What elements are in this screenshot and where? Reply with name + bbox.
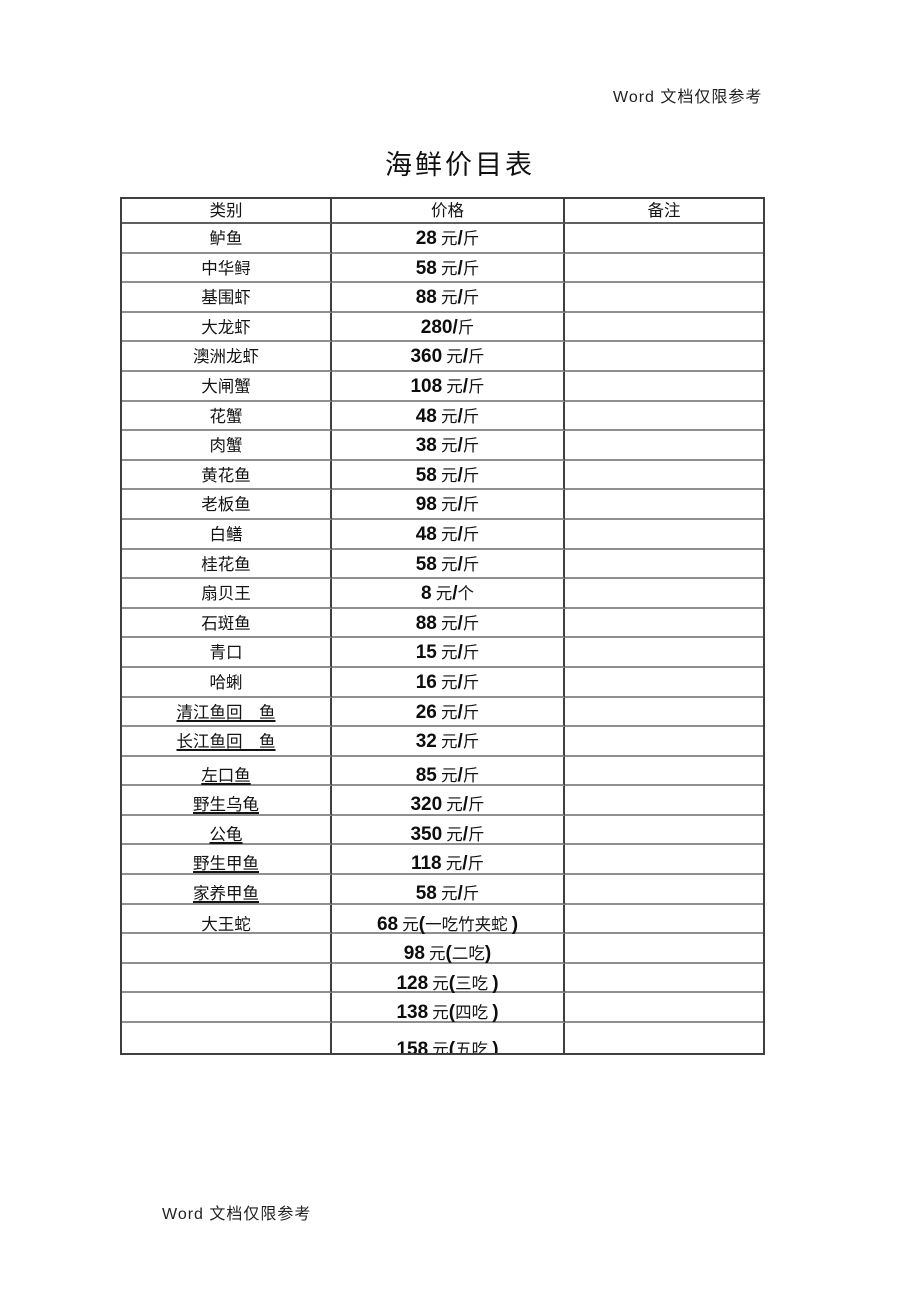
category-cell: [122, 1023, 332, 1053]
note-cell: [565, 698, 763, 728]
note-cell: [565, 579, 763, 609]
category-cell: 大龙虾: [122, 312, 332, 343]
price-cell: 48 元/斤: [332, 401, 565, 432]
note-cell: [565, 845, 763, 876]
category-cell: 家养甲鱼: [122, 875, 332, 905]
note-cell: [565, 609, 763, 639]
price-cell: 88 元/斤: [332, 283, 565, 313]
note-cell: [565, 757, 763, 787]
category-cell: 长江鱼回 鱼: [122, 727, 332, 757]
note-cell: [565, 875, 763, 905]
price-cell: 118 元/斤: [332, 845, 565, 876]
price-cell: 48 元/斤: [332, 519, 565, 550]
note-cell: [565, 490, 763, 520]
page-title: 海鲜价目表: [385, 150, 535, 180]
price-cell: 16 元/斤: [332, 667, 565, 698]
category-cell: 肉蟹: [122, 431, 332, 461]
note-cell: [565, 550, 763, 580]
price-cell: 360 元/斤: [332, 342, 565, 372]
note-cell: [565, 934, 763, 964]
price-cell: 58 元/斤: [332, 875, 565, 905]
price-cell: 85 元/斤: [332, 756, 565, 787]
category-cell: 黄花鱼: [122, 460, 332, 491]
note-cell: [565, 964, 763, 994]
price-cell: 158 元(五吃 ): [332, 1023, 565, 1053]
price-cell: 98 元(二吃): [332, 934, 565, 964]
category-cell: 公龟: [122, 815, 332, 846]
category-cell: 左口鱼: [122, 756, 332, 787]
watermark-top: Word 文档仅限参考: [613, 89, 763, 106]
category-cell: [122, 934, 332, 964]
price-cell: 38 元/斤: [332, 431, 565, 461]
note-cell: [565, 342, 763, 372]
note-cell: [565, 816, 763, 846]
price-cell: 88 元/斤: [332, 608, 565, 639]
note-cell: [565, 993, 763, 1024]
note-cell: [565, 461, 763, 491]
note-cell: [565, 905, 763, 935]
price-cell: 15 元/斤: [332, 638, 565, 668]
category-cell: [122, 963, 332, 994]
note-cell: [565, 1023, 763, 1053]
price-cell: 350 元/斤: [332, 815, 565, 846]
price-cell: 8 元/个: [332, 579, 565, 609]
price-cell: 58 元/斤: [332, 549, 565, 580]
header-cell-price: 价格: [332, 199, 565, 224]
price-cell: 98 元/斤: [332, 490, 565, 520]
price-cell: 128 元(三吃 ): [332, 963, 565, 994]
category-cell: 桂花鱼: [122, 549, 332, 580]
category-cell: 鲈鱼: [122, 224, 332, 254]
price-cell: 68 元(一吃竹夹蛇 ): [332, 904, 565, 935]
note-cell: [565, 520, 763, 550]
note-cell: [565, 786, 763, 816]
category-cell: 哈蜊: [122, 667, 332, 698]
category-cell: 中华鲟: [122, 253, 332, 284]
note-cell: [565, 402, 763, 432]
header-cell-category: 类别: [122, 199, 332, 224]
category-cell: 花蟹: [122, 401, 332, 432]
price-cell: 32 元/斤: [332, 727, 565, 757]
category-cell: 扇贝王: [122, 579, 332, 609]
header-cell-note: 备注: [565, 199, 763, 224]
price-cell: 108 元/斤: [332, 371, 565, 402]
category-cell: 大闸蟹: [122, 371, 332, 402]
price-table: 类别 价格 备注 鲈鱼 28 元/斤 中华鲟 58 元/斤 基围虾 88 元/斤…: [120, 197, 765, 1055]
category-cell: 澳洲龙虾: [122, 342, 332, 372]
note-cell: [565, 668, 763, 698]
note-cell: [565, 431, 763, 461]
note-cell: [565, 283, 763, 313]
price-cell: 28 元/斤: [332, 224, 565, 254]
price-cell: 280/斤: [332, 312, 565, 343]
category-cell: 石斑鱼: [122, 608, 332, 639]
note-cell: [565, 727, 763, 757]
category-cell: 青口: [122, 638, 332, 668]
price-cell: 26 元/斤: [332, 697, 565, 728]
category-cell: 野生乌龟: [122, 786, 332, 816]
note-cell: [565, 372, 763, 402]
category-cell: 白鳝: [122, 519, 332, 550]
category-cell: 野生甲鱼: [122, 845, 332, 876]
note-cell: [565, 254, 763, 284]
price-cell: 58 元/斤: [332, 460, 565, 491]
category-cell: 基围虾: [122, 283, 332, 313]
category-cell: 清江鱼回 鱼: [122, 697, 332, 728]
category-cell: 大王蛇: [122, 904, 332, 935]
note-cell: [565, 224, 763, 254]
category-cell: [122, 993, 332, 1024]
price-cell: 320 元/斤: [332, 786, 565, 816]
price-cell: 138 元(四吃 ): [332, 993, 565, 1023]
note-cell: [565, 638, 763, 668]
category-cell: 老板鱼: [122, 490, 332, 520]
price-cell: 58 元/斤: [332, 253, 565, 284]
watermark-bottom: Word 文档仅限参考: [162, 1206, 312, 1223]
note-cell: [565, 313, 763, 343]
